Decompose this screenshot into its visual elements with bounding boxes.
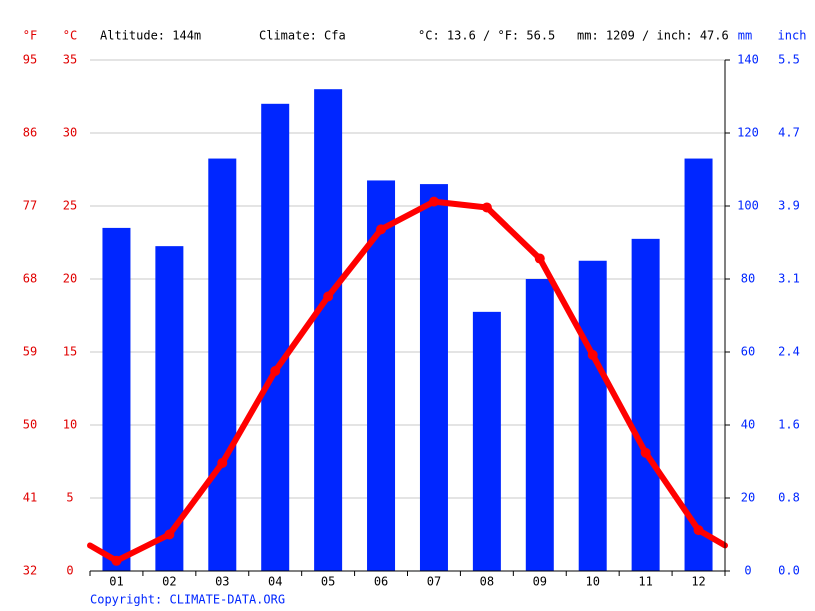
annotation: °C: 13.6 / °F: 56.5 [418, 29, 555, 43]
y2-tick-label: 40 [741, 418, 755, 432]
x-tick-label: 12 [691, 575, 705, 589]
line-point [164, 529, 175, 540]
f-tick-label: 77 [23, 199, 37, 213]
bar [261, 103, 290, 572]
x-tick-label: 03 [215, 575, 229, 589]
y2-tick-label: 100 [737, 199, 759, 213]
x-tick-label: 01 [109, 575, 123, 589]
line-point [217, 457, 228, 468]
x-tick-label: 11 [638, 575, 652, 589]
y2-tick-label: 80 [741, 272, 755, 286]
inch-tick-label: 5.5 [778, 53, 800, 67]
f-tick-label: 95 [23, 53, 37, 67]
bar [419, 184, 448, 571]
c-axis-label: °C [63, 29, 77, 43]
f-tick-label: 32 [23, 564, 37, 578]
f-tick-label: 50 [23, 418, 37, 432]
line-point [481, 202, 492, 213]
line-point [323, 291, 334, 302]
line-point [376, 224, 387, 235]
bar [578, 260, 607, 571]
x-tick-label: 02 [162, 575, 176, 589]
annotation: Altitude: 144m [100, 29, 201, 43]
inch-tick-label: 0.0 [778, 564, 800, 578]
y2-tick-label: 140 [737, 53, 759, 67]
f-tick-label: 68 [23, 272, 37, 286]
y-tick-label: 10 [63, 418, 77, 432]
bar [525, 279, 554, 571]
line-point [587, 349, 598, 360]
x-tick-label: 04 [268, 575, 282, 589]
line-point [428, 196, 439, 207]
line-point [111, 555, 122, 566]
bar [314, 89, 343, 571]
inch-tick-label: 0.8 [778, 491, 800, 505]
y2-tick-label: 0 [744, 564, 751, 578]
inch-tick-label: 1.6 [778, 417, 800, 431]
y2-tick-label: 20 [741, 491, 755, 505]
inch-tick-label: 3.9 [778, 199, 800, 213]
line-point [640, 447, 651, 458]
inch-axis-label: inch [778, 29, 807, 43]
x-tick-label: 07 [427, 575, 441, 589]
y2-tick-label: 60 [741, 345, 755, 359]
f-tick-label: 41 [23, 491, 37, 505]
x-tick-label: 09 [533, 575, 547, 589]
annotation: Climate: Cfa [259, 29, 346, 43]
line-wrap [695, 527, 728, 549]
line-wrap [87, 542, 120, 564]
x-tick-label: 05 [321, 575, 335, 589]
f-axis-label: °F [23, 29, 37, 43]
temperature-line [115, 198, 702, 564]
mm-axis-label: mm [738, 29, 752, 43]
y-tick-label: 0 [66, 564, 73, 578]
y-tick-label: 25 [63, 199, 77, 213]
line-point [534, 253, 545, 264]
line-point [270, 365, 281, 376]
f-tick-label: 59 [23, 345, 37, 359]
bar [684, 158, 713, 572]
x-tick-label: 06 [374, 575, 388, 589]
y-tick-label: 15 [63, 345, 77, 359]
y-tick-label: 35 [63, 53, 77, 67]
y-tick-label: 5 [66, 491, 73, 505]
bar [472, 311, 501, 571]
inch-tick-label: 2.4 [778, 345, 800, 359]
bar [208, 158, 237, 572]
x-tick-label: 10 [585, 575, 599, 589]
y2-tick-label: 120 [737, 126, 759, 140]
annotation: mm: 1209 / inch: 47.6 [577, 29, 729, 43]
inch-tick-label: 4.7 [778, 126, 800, 140]
line-point [693, 525, 704, 536]
copyright: Copyright: CLIMATE-DATA.ORG [90, 593, 285, 607]
x-tick-label: 08 [480, 575, 494, 589]
y-tick-label: 30 [63, 126, 77, 140]
y-tick-label: 20 [63, 272, 77, 286]
bar [102, 227, 131, 571]
f-tick-label: 86 [23, 126, 37, 140]
bar [631, 238, 660, 571]
inch-tick-label: 3.1 [778, 272, 800, 286]
